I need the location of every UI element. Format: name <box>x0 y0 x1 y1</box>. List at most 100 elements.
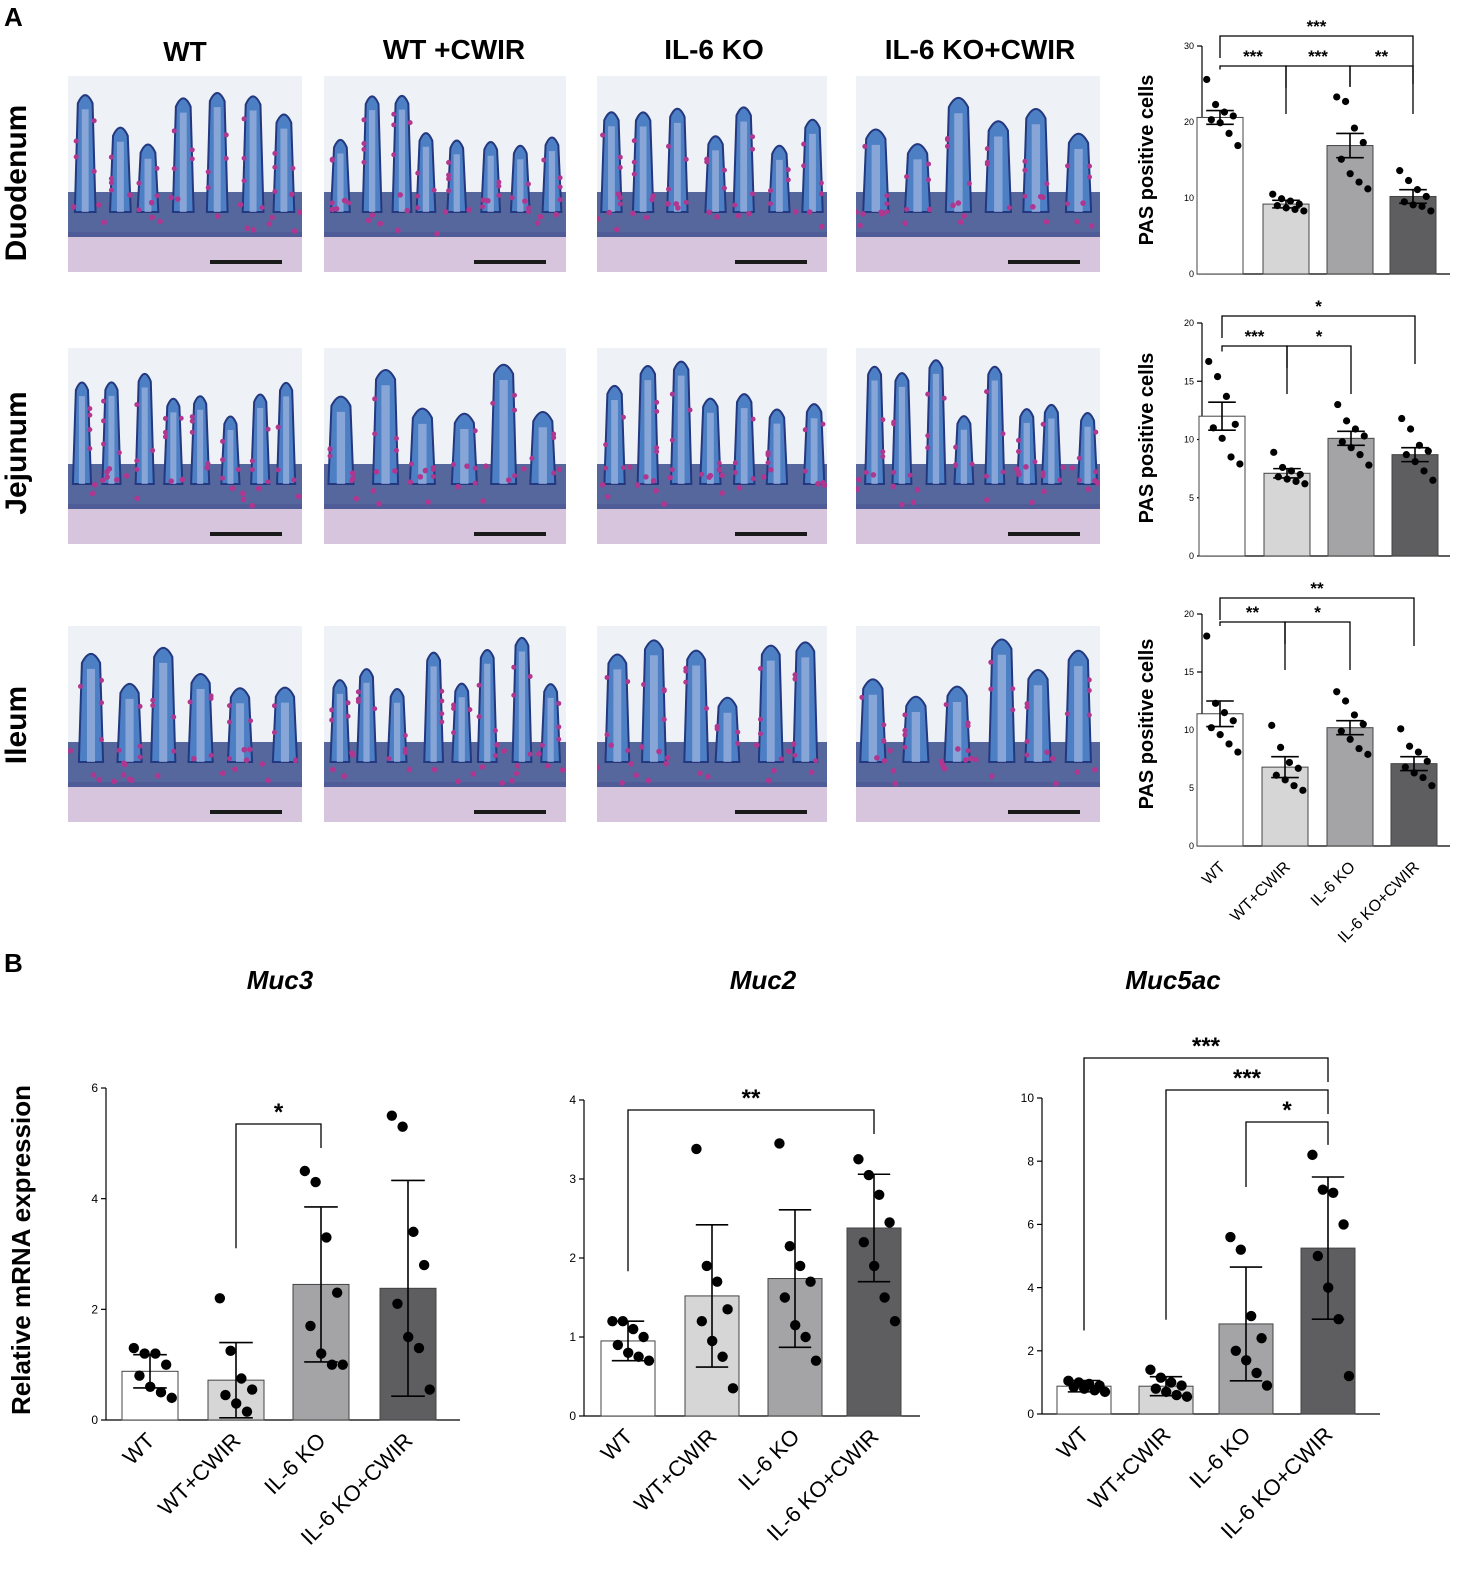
data-point <box>1291 205 1299 213</box>
data-point <box>1429 476 1437 484</box>
y-axis-label: Relative mRNA expression <box>6 1085 36 1415</box>
column-title-il6ko: IL-6 KO <box>664 34 764 65</box>
data-point <box>1355 744 1363 753</box>
data-point <box>1359 720 1367 728</box>
data-point <box>1341 697 1350 705</box>
data-point <box>1364 185 1372 193</box>
data-point <box>1216 731 1224 739</box>
significance-bracket <box>1221 315 1416 364</box>
significance-label: * <box>1315 297 1322 316</box>
y-tick-label: 0 <box>1189 551 1194 561</box>
data-point <box>717 1351 728 1362</box>
column-title-il6ko-cwir: IL-6 KO+CWIR <box>884 34 1076 65</box>
chart-title-muc5ac: Muc5ac <box>1125 965 1221 995</box>
data-point <box>1292 477 1300 486</box>
data-point <box>214 1293 226 1304</box>
data-point <box>1338 1219 1349 1230</box>
data-point <box>1150 1383 1162 1394</box>
category-label: WT <box>1052 1422 1094 1464</box>
data-point <box>1245 1310 1257 1322</box>
data-point <box>774 1138 785 1149</box>
data-point <box>696 1316 708 1327</box>
data-point <box>1359 138 1367 147</box>
data-point <box>1342 417 1351 425</box>
data-point <box>1365 461 1373 469</box>
scale-bar <box>210 260 282 264</box>
category-label: IL-6 KO <box>259 1428 330 1499</box>
data-point <box>160 1359 172 1370</box>
chart-title-muc2: Muc2 <box>729 965 797 995</box>
data-point <box>1307 1149 1318 1161</box>
data-point <box>1099 1386 1111 1398</box>
data-point <box>853 1154 864 1165</box>
data-point <box>1231 420 1239 428</box>
data-point <box>1405 742 1414 750</box>
y-tick-label: 0 <box>1189 841 1194 851</box>
data-point <box>1207 116 1215 124</box>
significance-label: * <box>1282 1097 1292 1124</box>
y-tick-label: 5 <box>1189 783 1194 793</box>
panel-label-b: B <box>4 948 23 978</box>
scale-bar <box>210 810 282 814</box>
data-point <box>1341 97 1350 106</box>
data-point <box>1427 207 1435 215</box>
data-point <box>1333 688 1341 696</box>
data-point <box>1225 129 1233 137</box>
data-point <box>1261 1380 1273 1391</box>
y-axis-label: PAS positive cells <box>1136 353 1158 524</box>
data-point <box>1406 425 1415 433</box>
category-label: WT+CWIR <box>153 1428 245 1520</box>
data-point <box>424 1384 435 1395</box>
data-point <box>1396 167 1404 175</box>
panel-label-a: A <box>4 2 23 32</box>
y-tick-label: 1 <box>569 1330 576 1344</box>
y-tick-label: 10 <box>1021 1091 1035 1105</box>
data-point <box>727 1383 739 1394</box>
significance-bracket <box>235 1123 322 1249</box>
data-point <box>1397 725 1405 733</box>
data-point <box>638 1331 649 1343</box>
data-point <box>1294 764 1302 772</box>
y-tick-label: 10 <box>1184 435 1194 445</box>
significance-label: ** <box>1310 579 1324 598</box>
data-point <box>1418 202 1426 210</box>
scale-bar <box>735 810 807 814</box>
scale-bar <box>1008 532 1080 536</box>
y-tick-label: 2 <box>1027 1344 1034 1358</box>
significance-bracket <box>1284 621 1351 670</box>
y-tick-label: 8 <box>1027 1154 1034 1168</box>
histology-image-ileum-4 <box>856 626 1100 822</box>
significance-label: * <box>1314 603 1321 622</box>
data-point <box>408 1226 419 1238</box>
data-point <box>1333 93 1341 101</box>
data-point <box>1176 1380 1187 1391</box>
data-point <box>1290 782 1298 790</box>
category-label: IL-6 KO <box>1184 1422 1255 1493</box>
data-point <box>794 1260 806 1272</box>
y-tick-label: 0 <box>91 1413 98 1427</box>
data-point <box>784 1240 796 1252</box>
scale-bar <box>1008 260 1080 264</box>
data-point <box>1145 1364 1156 1375</box>
data-point <box>1422 192 1430 201</box>
data-point <box>418 1259 430 1271</box>
data-point <box>879 1292 890 1303</box>
data-point <box>1414 748 1423 756</box>
column-title-wt-cwir: WT +CWIR <box>382 34 526 65</box>
data-point <box>810 1355 822 1366</box>
data-point <box>1213 372 1222 381</box>
bar <box>1326 727 1374 847</box>
significance-bracket <box>1285 65 1351 88</box>
y-tick-label: 4 <box>569 1093 576 1107</box>
data-point <box>1428 782 1436 790</box>
y-tick-label: 4 <box>1027 1281 1034 1295</box>
significance-bracket <box>1083 1057 1329 1331</box>
data-point <box>1327 1187 1339 1199</box>
data-point <box>1277 195 1286 203</box>
data-point <box>1165 1377 1177 1388</box>
data-point <box>1220 108 1229 116</box>
significance-label: *** <box>1192 1033 1221 1060</box>
y-tick-label: 15 <box>1184 376 1194 386</box>
histology-image-ileum-1 <box>68 626 302 822</box>
significance-bracket <box>1221 345 1288 394</box>
